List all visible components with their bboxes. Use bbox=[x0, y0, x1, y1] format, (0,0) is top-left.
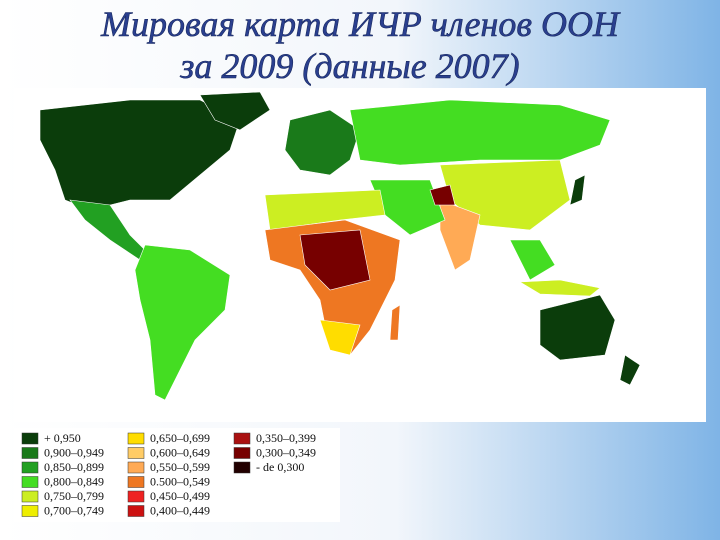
title-line: за 2009 (данные 2007) bbox=[179, 46, 519, 86]
legend-label: 0,350–0,399 bbox=[256, 431, 316, 445]
legend-swatch bbox=[21, 461, 39, 474]
legend-swatch bbox=[127, 490, 145, 503]
greenland bbox=[199, 91, 271, 131]
legend-swatch bbox=[127, 476, 145, 488]
legend-swatch bbox=[127, 432, 145, 445]
legend-label: + 0,950 bbox=[44, 431, 81, 445]
legend-label: 0,700–0,749 bbox=[44, 503, 104, 517]
afghanistan bbox=[429, 184, 456, 206]
central-africa bbox=[299, 229, 371, 291]
japan bbox=[569, 174, 586, 206]
south-america bbox=[134, 244, 231, 401]
russia bbox=[349, 99, 611, 166]
southern-africa bbox=[319, 319, 361, 356]
legend-swatch bbox=[233, 432, 251, 445]
legend-label: 0,300–0,349 bbox=[256, 445, 316, 459]
legend-swatch bbox=[127, 447, 145, 459]
legend-label: 0,800–0,849 bbox=[44, 474, 104, 488]
legend-label: 0,850–0,899 bbox=[44, 460, 104, 474]
legend-label: 0,650–0,699 bbox=[150, 431, 210, 445]
north-america bbox=[39, 99, 241, 211]
legend-swatch bbox=[233, 447, 251, 459]
legend-swatch bbox=[21, 447, 39, 459]
legend-swatch bbox=[21, 490, 39, 503]
europe bbox=[284, 109, 361, 176]
legend-label: 0,550–0,599 bbox=[150, 460, 210, 474]
north-africa bbox=[264, 189, 386, 231]
legend-label: 0,400–0,449 bbox=[150, 503, 210, 517]
legend: + 0,9500,900–0,9490,850–0,8990,800–0,849… bbox=[21, 431, 316, 517]
legend-label: 0,450–0,499 bbox=[150, 489, 210, 503]
southeast-asia bbox=[509, 239, 556, 281]
legend-swatch bbox=[21, 432, 39, 445]
legend-box bbox=[14, 428, 340, 522]
madagascar bbox=[389, 304, 401, 341]
legend-swatch bbox=[21, 505, 39, 517]
australia bbox=[539, 294, 616, 361]
legend-swatch bbox=[21, 476, 39, 488]
legend-label: 0,600–0,649 bbox=[150, 445, 210, 459]
legend-label: 0.500–0,549 bbox=[150, 474, 210, 488]
new-zealand bbox=[619, 354, 641, 386]
legend-label: 0,750–0,799 bbox=[44, 489, 104, 503]
legend-label: - de 0,300 bbox=[256, 460, 304, 474]
legend-swatch bbox=[127, 461, 145, 474]
legend-label: 0,900–0,949 bbox=[44, 445, 104, 459]
india bbox=[439, 199, 481, 271]
title-line: Мировая карта ИЧР членов ООН bbox=[100, 4, 621, 44]
indonesia bbox=[518, 279, 601, 297]
legend-swatch bbox=[127, 505, 145, 517]
world-map bbox=[39, 91, 641, 401]
legend-swatch bbox=[233, 461, 251, 474]
